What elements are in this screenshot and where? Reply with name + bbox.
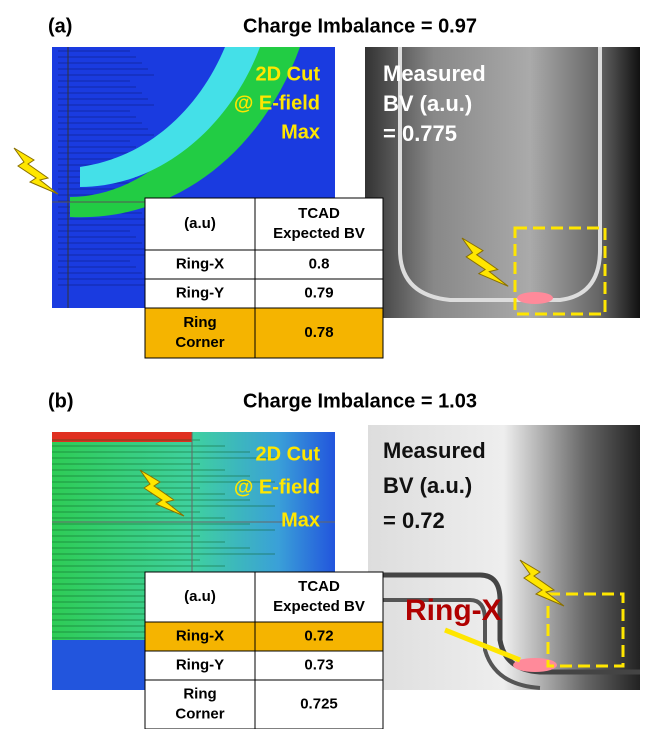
table-text: 0.73 (304, 656, 333, 673)
table-header: Expected BV (273, 598, 365, 615)
field-band (52, 432, 192, 442)
cut-label: Max (281, 509, 320, 531)
measured-label: Measured (383, 438, 486, 463)
table-text: Corner (175, 705, 224, 722)
table-text: Ring-X (176, 627, 224, 644)
table-header: TCAD (298, 205, 340, 222)
table-text: Ring-Y (176, 656, 224, 673)
hot-spot (517, 292, 553, 304)
table-text: 0.79 (304, 284, 333, 301)
table-text: 0.72 (304, 627, 333, 644)
table-header: TCAD (298, 578, 340, 595)
table-text: 0.8 (309, 255, 330, 272)
panel-title: Charge Imbalance = 0.97 (243, 15, 477, 37)
cut-label: Max (281, 121, 320, 143)
table-header: (a.u) (184, 588, 216, 605)
table-header: Expected BV (273, 225, 365, 242)
annotation: Ring-X (405, 594, 502, 627)
measured-label: = 0.72 (383, 508, 445, 533)
table-text: Ring-Y (176, 284, 224, 301)
panel-label: (a) (48, 15, 72, 37)
table-text: Ring-X (176, 255, 224, 272)
measured-label: BV (a.u.) (383, 91, 472, 116)
lightning-icon (14, 148, 58, 194)
figure: (a) Charge Imbalance = 0.97 2D Cut @ E-fiel… (0, 0, 645, 729)
panel-title: Charge Imbalance = 1.03 (243, 390, 477, 412)
measured-label: = 0.775 (383, 121, 457, 146)
table-text: Corner (175, 334, 224, 351)
table-header: (a.u) (184, 215, 216, 232)
table-text: 0.78 (304, 324, 333, 341)
cut-label: @ E-field (234, 476, 320, 498)
cut-label: @ E-field (234, 92, 320, 114)
table-text: Ring (183, 314, 216, 331)
measured-label: BV (a.u.) (383, 473, 472, 498)
cut-label: 2D Cut (256, 443, 321, 465)
panel-label: (b) (48, 390, 74, 412)
table-text: Ring (183, 685, 216, 702)
measured-label: Measured (383, 61, 486, 86)
table-text: 0.725 (300, 695, 338, 712)
cut-label: 2D Cut (256, 63, 321, 85)
